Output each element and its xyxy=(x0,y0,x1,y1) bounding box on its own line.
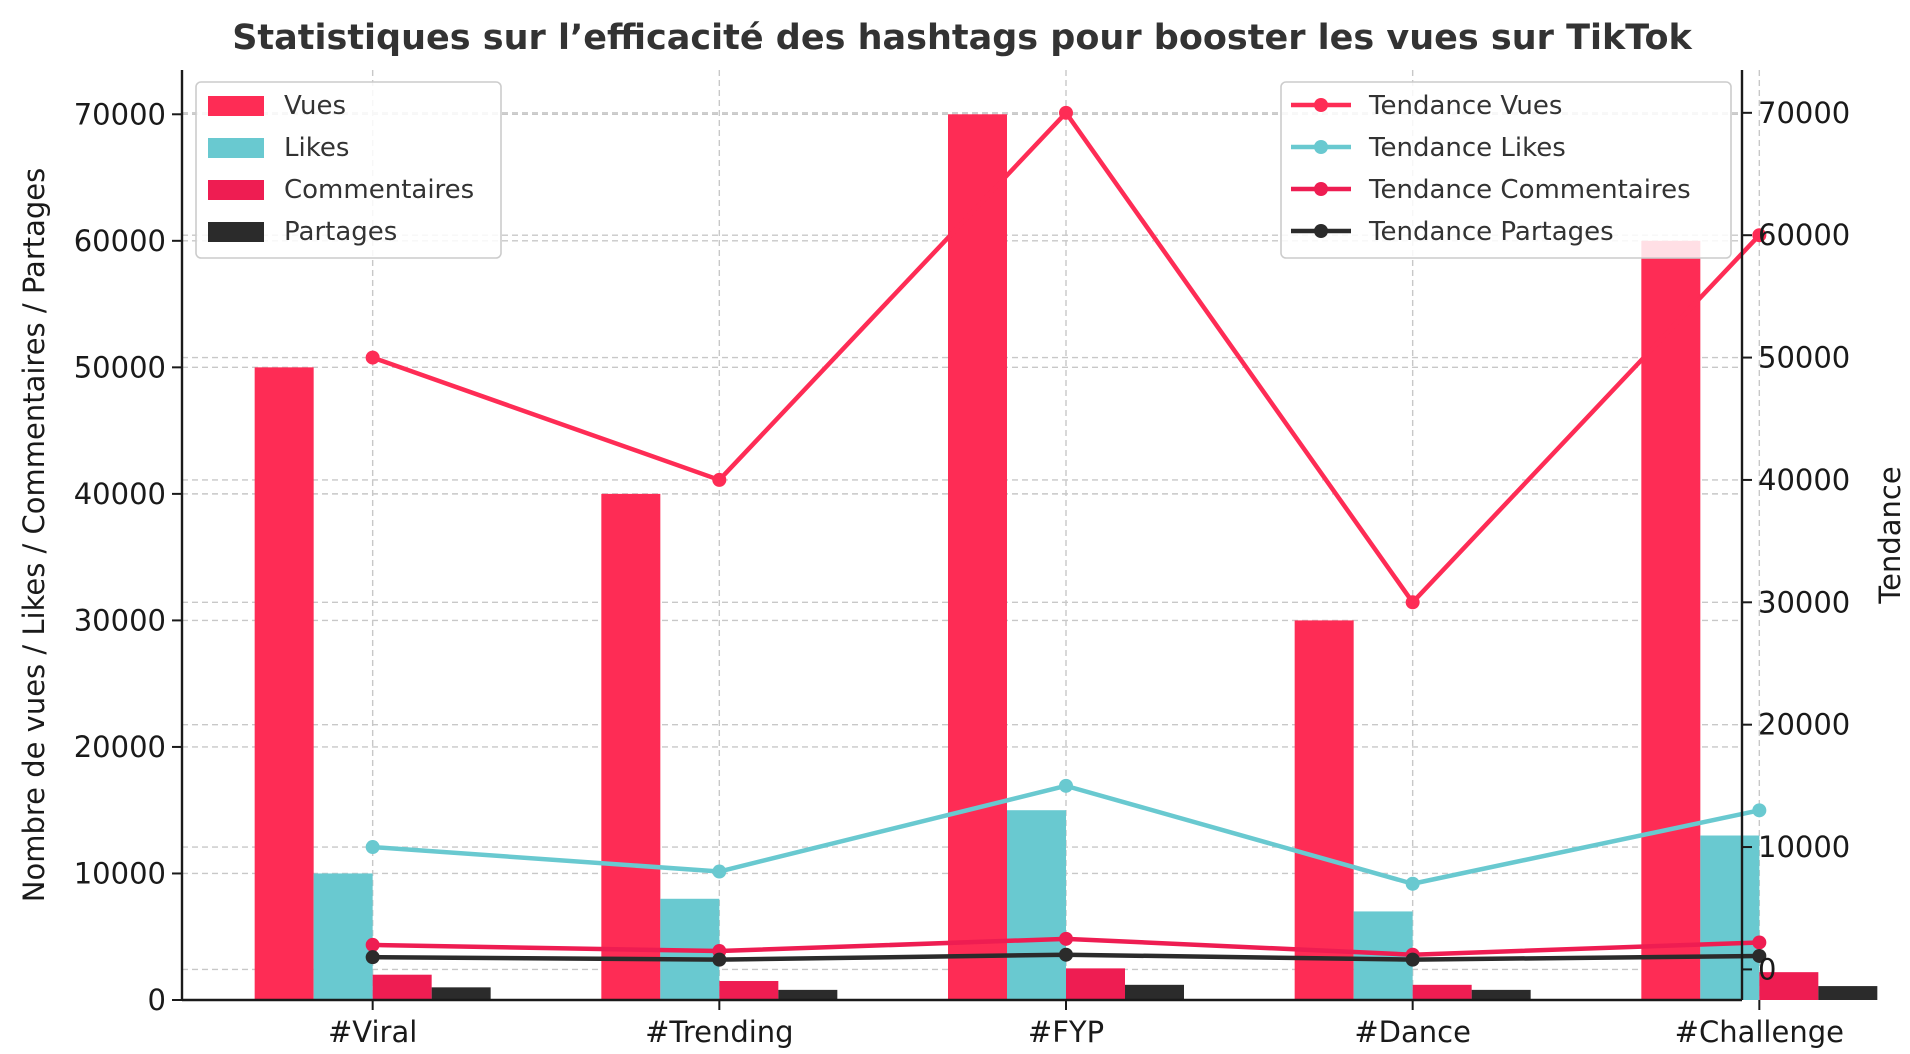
y-axis-label: Nombre de vues / Likes / Commentaires / … xyxy=(17,168,51,902)
y2-tick-label: 10000 xyxy=(1758,830,1850,864)
legend-label-1: Likes xyxy=(284,133,349,163)
bar-partages-4 xyxy=(1818,986,1878,1000)
trend-point-3-1 xyxy=(712,952,727,967)
bar-likes-0 xyxy=(313,873,373,1000)
trend-lines xyxy=(365,105,1767,967)
legend-swatch-1 xyxy=(208,138,264,158)
bar-vues-0 xyxy=(254,367,314,1000)
y2-tick-label: 30000 xyxy=(1758,585,1850,619)
trend-point-0-3 xyxy=(1405,595,1420,610)
bar-likes-2 xyxy=(1007,810,1066,1000)
legend-line-marker-0 xyxy=(1314,98,1328,112)
trend-point-0-0 xyxy=(365,350,380,365)
bar-commentaires-2 xyxy=(1066,968,1125,1000)
y-tick-label: 70000 xyxy=(74,97,166,131)
legend-line-marker-3 xyxy=(1314,224,1328,238)
legend-swatch-0 xyxy=(208,96,264,116)
bar-partages-1 xyxy=(778,989,838,1000)
y-tick-label: 10000 xyxy=(74,856,166,890)
legend-label-2: Commentaires xyxy=(284,175,474,205)
chart-title: Statistiques sur l’efficacité des hashta… xyxy=(232,18,1692,58)
y2-tick-label: 20000 xyxy=(1758,708,1850,742)
legend-line-label-0: Tendance Vues xyxy=(1368,91,1562,121)
trend-point-1-3 xyxy=(1405,876,1420,891)
legend-label-3: Partages xyxy=(284,217,397,247)
y2-tick-label: 60000 xyxy=(1758,218,1850,252)
legend-bars-frame xyxy=(195,81,502,259)
trend-point-0-1 xyxy=(712,472,727,487)
legend-line-label-3: Tendance Partages xyxy=(1368,217,1614,247)
trend-point-2-2 xyxy=(1059,931,1073,946)
bar-likes-4 xyxy=(1700,835,1760,1000)
trend-point-2-4 xyxy=(1752,935,1767,950)
x-tick-label: #FYP xyxy=(1028,1015,1104,1049)
bar-partages-2 xyxy=(1125,984,1184,1000)
axes: 0 10000 20000 30000 40000 50000 60000 70000 0 100… xyxy=(74,70,1850,1049)
bar-commentaires-4 xyxy=(1759,972,1819,1000)
legend-label-0: Vues xyxy=(284,91,346,121)
x-tick-label: #Dance xyxy=(1354,1015,1471,1049)
y2-tick-label: 0 xyxy=(1758,952,1776,986)
legend-swatch-2 xyxy=(208,180,264,200)
bar-commentaires-0 xyxy=(372,974,432,1000)
bar-vues-4 xyxy=(1641,240,1701,1000)
bar-partages-3 xyxy=(1471,989,1531,1000)
y-tick-label: 0 xyxy=(148,983,166,1017)
y2-tick-label: 70000 xyxy=(1758,96,1850,130)
trend-point-0-4 xyxy=(1752,228,1767,243)
legend-line-label-2: Tendance Commentaires xyxy=(1368,175,1691,205)
bar-vues-1 xyxy=(601,493,661,1000)
trend-point-3-4 xyxy=(1752,948,1767,963)
legend-lines: Tendance Vues Tendance Likes Tendance Comm… xyxy=(1280,81,1732,259)
bar-commentaires-3 xyxy=(1412,984,1472,1000)
bar-vues-3 xyxy=(1294,620,1354,1000)
trend-point-1-0 xyxy=(365,840,380,855)
y-tick-label: 30000 xyxy=(74,603,166,637)
legend-line-marker-2 xyxy=(1314,182,1328,196)
bar-vues-2 xyxy=(948,114,1007,1001)
y2-tick-label: 50000 xyxy=(1758,341,1850,375)
y2-axis-label: Tendance xyxy=(1873,466,1907,604)
x-tick-label: #Trending xyxy=(645,1015,794,1049)
trend-point-3-2 xyxy=(1059,947,1073,962)
legend-lines-frame xyxy=(1280,81,1732,259)
trend-point-3-3 xyxy=(1405,952,1420,967)
y-tick-label: 20000 xyxy=(74,730,166,764)
trend-point-1-4 xyxy=(1752,803,1767,818)
trend-point-1-2 xyxy=(1059,778,1073,793)
x-tick-label: #Viral xyxy=(328,1015,417,1049)
legend-bars: Vues Likes Commentaires Partages xyxy=(195,81,502,259)
y-tick-label: 40000 xyxy=(74,477,166,511)
y-tick-label: 60000 xyxy=(74,224,166,258)
bar-commentaires-1 xyxy=(719,981,779,1000)
legend-line-marker-1 xyxy=(1314,140,1328,154)
legend-line-label-1: Tendance Likes xyxy=(1368,133,1566,163)
x-tick-label: #Challenge xyxy=(1675,1015,1844,1049)
trend-point-3-0 xyxy=(365,950,380,965)
trend-point-2-0 xyxy=(365,937,380,952)
trend-point-1-1 xyxy=(712,864,727,879)
bars xyxy=(254,114,1878,1001)
bar-partages-0 xyxy=(431,987,491,1000)
y-tick-label: 50000 xyxy=(74,350,166,384)
y2-tick-label: 40000 xyxy=(1758,463,1850,497)
legend-swatch-3 xyxy=(208,222,264,242)
trend-point-0-2 xyxy=(1059,105,1073,120)
